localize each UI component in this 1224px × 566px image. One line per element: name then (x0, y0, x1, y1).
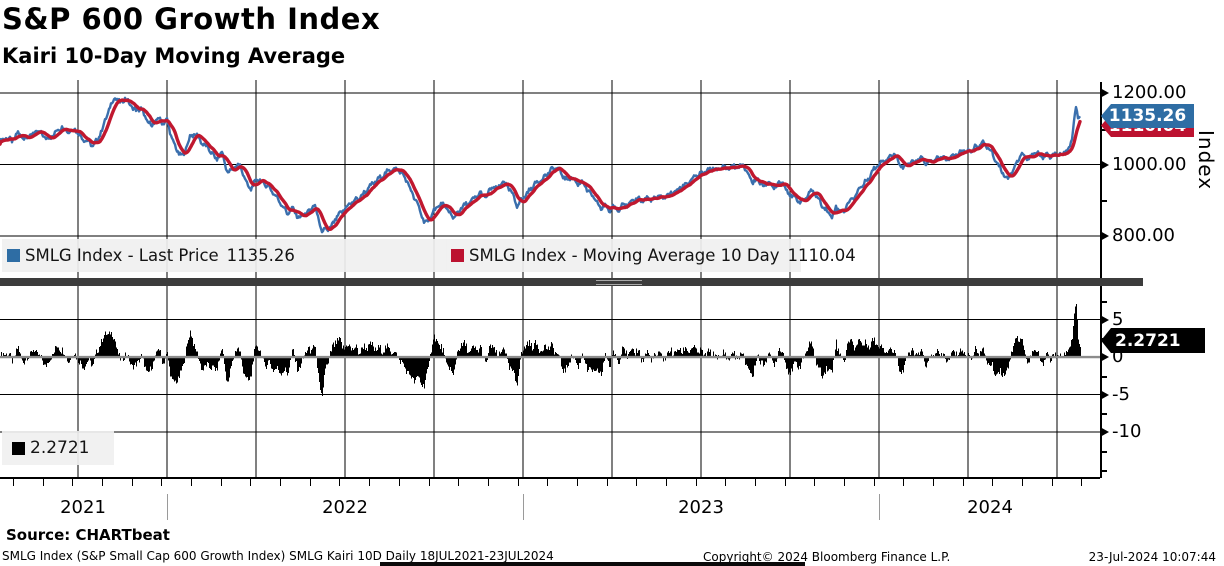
kairi-panel-plot (0, 286, 1100, 478)
x-axis-month-tick (221, 479, 222, 486)
x-axis-month-tick (250, 479, 251, 486)
copyright-text: Copyright© 2024 Bloomberg Finance L.P. (703, 550, 951, 564)
y-axis-arrow-tick (1100, 231, 1109, 242)
last-price-legend-value: 1135.26 (226, 246, 295, 265)
y-axis-tick-label: 1200.00 (1112, 82, 1187, 103)
y-axis-spine-top (1100, 82, 1102, 278)
x-axis-month-tick (607, 479, 608, 486)
x-axis-month-tick (72, 479, 73, 486)
kairi-legend-value: 2.2721 (30, 438, 90, 458)
x-axis-month-tick (429, 479, 430, 486)
x-axis-month-tick (280, 479, 281, 486)
x-axis-month-tick (725, 479, 726, 486)
x-axis-month-tick (43, 479, 44, 486)
source-label: Source: CHARTbeat (6, 526, 170, 544)
moving-average-legend-label: SMLG Index - Moving Average 10 Day (469, 246, 780, 265)
y-axis-minor-tick (1100, 300, 1107, 303)
y-axis-tick-label: -10 (1112, 421, 1142, 443)
y-axis-minor-tick (1100, 469, 1107, 472)
y-axis-arrow-tick (1100, 159, 1109, 170)
last-price-legend-label: SMLG Index - Last Price (25, 246, 219, 265)
x-axis-month-tick (399, 479, 400, 486)
price-panel-plot (0, 80, 1100, 278)
y-axis-minor-tick (1100, 200, 1107, 203)
x-axis-month-tick (339, 479, 340, 486)
x-axis-month-tick (636, 479, 637, 486)
x-axis-year-separator (523, 494, 524, 520)
x-axis-month-tick (518, 479, 519, 486)
x-axis-month-tick (191, 479, 192, 486)
x-axis-month-tick (1052, 479, 1053, 486)
x-axis-month-tick (874, 479, 875, 486)
x-axis-month-tick (369, 479, 370, 486)
x-axis-month-tick (132, 479, 133, 486)
x-axis-month-tick (992, 479, 993, 486)
y-axis-tick-label: -5 (1112, 383, 1130, 405)
x-axis-month-tick (903, 479, 904, 486)
x-axis-month-tick (13, 479, 14, 486)
last-price-swatch-icon (7, 249, 20, 262)
x-axis-month-tick (161, 479, 162, 486)
x-axis-month-tick (1081, 479, 1082, 486)
x-axis-month-tick (458, 479, 459, 486)
panel-splitter-handle[interactable] (596, 280, 642, 285)
last-price-tag: 1135.26 (1101, 104, 1194, 128)
y-axis-tick-label: 800.00 (1112, 225, 1175, 247)
panel-separator-bar (0, 278, 1143, 286)
x-axis-month-tick (488, 479, 489, 486)
timestamp-text: 23-Jul-2024 10:07:44 (1088, 550, 1216, 564)
legend-last-price: SMLG Index - Last Price 1135.26 (2, 239, 447, 272)
y-axis-title: Index (1194, 130, 1218, 191)
x-axis-month-tick (547, 479, 548, 486)
x-axis-month-tick (785, 479, 786, 486)
x-axis-line (0, 477, 1100, 479)
x-axis-month-tick (933, 479, 934, 486)
x-axis-year-separator (167, 494, 168, 520)
kairi-value-tag: 2.2721 (1101, 328, 1205, 353)
y-axis-tick-label: 5 (1112, 308, 1124, 330)
y-axis-arrow-tick (1100, 427, 1109, 438)
x-axis-month-tick (310, 479, 311, 486)
y-axis-arrow-tick (1100, 88, 1109, 98)
legend-moving-average: SMLG Index - Moving Average 10 Day 1110.… (446, 239, 856, 272)
x-axis-month-tick (696, 479, 697, 486)
x-axis-year-separator (879, 494, 880, 520)
x-axis-month-tick (814, 479, 815, 486)
legend-kairi: 2.2721 (2, 431, 114, 465)
y-axis-minor-tick (1100, 413, 1107, 416)
y-axis-minor-tick (1100, 450, 1107, 453)
x-axis-year-label: 2021 (60, 497, 106, 518)
x-axis-month-tick (844, 479, 845, 486)
x-axis-month-tick (666, 479, 667, 486)
x-axis-month-tick (755, 479, 756, 486)
moving-average-swatch-icon (451, 249, 464, 262)
x-axis-year-label: 2022 (322, 497, 368, 518)
y-axis-spine-bottom (1100, 286, 1102, 478)
chart-title: S&P 600 Growth Index (2, 2, 381, 36)
y-axis-minor-tick (1100, 375, 1107, 378)
x-axis-year-label: 2023 (678, 497, 724, 518)
x-axis-month-tick (102, 479, 103, 486)
y-axis-arrow-tick (1100, 352, 1109, 363)
y-axis-tick-label: 1000.00 (1112, 153, 1187, 175)
x-axis-year-label: 2024 (967, 497, 1013, 518)
x-axis-month-tick (577, 479, 578, 486)
chart-subtitle: Kairi 10-Day Moving Average (2, 44, 346, 68)
moving-average-legend-value: 1110.04 (787, 246, 856, 265)
x-axis-month-tick (963, 479, 964, 486)
kairi-swatch-icon (12, 441, 25, 455)
x-axis-month-tick (1022, 479, 1023, 486)
y-axis-arrow-tick (1100, 314, 1109, 325)
footnote-text: SMLG Index (S&P Small Cap 600 Growth Ind… (2, 549, 554, 563)
y-axis-arrow-tick (1100, 389, 1109, 400)
taskbar-fragment (380, 562, 805, 566)
